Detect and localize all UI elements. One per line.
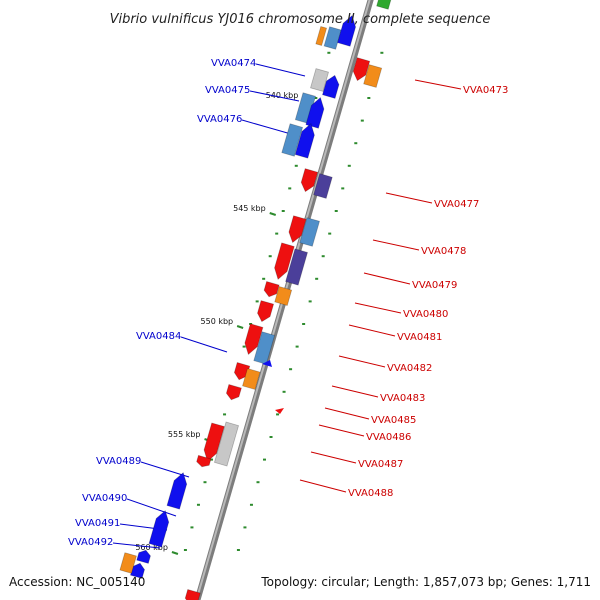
major-tick (171, 551, 179, 555)
gene-label-vva0480[interactable]: VVA0480 (403, 309, 448, 320)
leader-line-left (255, 63, 306, 77)
gene-label-vva0489[interactable]: VVA0489 (96, 456, 141, 467)
reverse-gene-arrow (275, 408, 284, 414)
reverse-gene-arrow (225, 383, 242, 401)
reverse-gene-arrow (300, 168, 319, 193)
cds-box (323, 26, 342, 50)
tick-label: 545 kbp (233, 204, 266, 213)
cds-box (299, 217, 320, 247)
gene-label-vva0473[interactable]: VVA0473 (463, 85, 508, 96)
reverse-gene-arrow (274, 242, 295, 281)
forward-gene-arrow (148, 509, 170, 548)
leader-line-left (180, 336, 228, 353)
forward-gene-arrow (166, 471, 188, 510)
label-leader-lines (112, 63, 462, 549)
gene-features (119, 0, 395, 600)
cds-box (315, 26, 328, 46)
leader-line-right (385, 192, 433, 204)
leader-line-right (348, 324, 396, 337)
leader-line-right (372, 239, 420, 251)
reverse-gene-arrow (244, 323, 264, 356)
major-tick (236, 325, 244, 329)
gene-label-vva0481[interactable]: VVA0481 (397, 332, 442, 343)
map-title: Vibrio vulnificus YJ016 chromosome II, c… (110, 12, 491, 27)
forward-gene-arrow (305, 96, 325, 129)
cds-box (363, 64, 383, 88)
leader-line-right (354, 302, 402, 314)
cds-box (242, 368, 261, 390)
tick-label: 550 kbp (201, 317, 234, 326)
gene-labels: VVA0474 VVA0475 VVA0476 VVA0484 VVA0489 VVA04… (68, 58, 508, 548)
leader-line-right (414, 79, 462, 90)
reverse-gene-arrow (288, 215, 307, 244)
accession-text: Accession: NC_005140 (9, 575, 145, 589)
forward-gene-arrow (322, 74, 340, 99)
forward-gene-arrow (294, 122, 315, 159)
leader-line-left (241, 119, 292, 135)
reverse-gene-arrow (257, 300, 275, 323)
gene-label-vva0492[interactable]: VVA0492 (68, 537, 113, 548)
leader-line-left (112, 542, 161, 549)
reverse-gene-arrow (352, 57, 371, 82)
cds-box (253, 331, 276, 365)
cds-box (213, 421, 240, 467)
summary-text: Topology: circular; Length: 1,857,073 bp… (260, 575, 591, 589)
gene-label-vva0476[interactable]: VVA0476 (197, 114, 242, 125)
reverse-gene-arrow (184, 588, 201, 600)
leader-line-right (363, 272, 411, 285)
cds-box (285, 248, 308, 286)
gene-label-vva0475[interactable]: VVA0475 (205, 85, 250, 96)
reverse-gene-arrow (196, 454, 212, 468)
forward-gene-arrow (136, 549, 151, 564)
gene-label-vva0479[interactable]: VVA0479 (412, 280, 457, 291)
gene-label-vva0474[interactable]: VVA0474 (211, 58, 256, 69)
leader-line-left (140, 461, 190, 478)
gene-label-vva0487[interactable]: VVA0487 (358, 459, 403, 470)
cds-box (119, 552, 137, 574)
gene-label-vva0488[interactable]: VVA0488 (348, 488, 393, 499)
cds-box (274, 286, 293, 306)
gene-label-vva0482[interactable]: VVA0482 (387, 363, 432, 374)
gene-label-vva0485[interactable]: VVA0485 (371, 415, 416, 426)
forward-gene-arrow (337, 14, 356, 47)
tick-label: 555 kbp (168, 430, 201, 439)
leader-line-right (338, 355, 386, 368)
cds-box (313, 173, 333, 199)
gene-label-vva0483[interactable]: VVA0483 (380, 393, 425, 404)
gene-label-vva0486[interactable]: VVA0486 (366, 432, 411, 443)
gene-label-vva0478[interactable]: VVA0478 (421, 246, 466, 257)
cds-box (310, 68, 330, 92)
leader-line-right (324, 407, 370, 420)
forward-gene-arrow (262, 360, 272, 367)
cds-box (281, 123, 304, 157)
cds-box (376, 0, 395, 10)
leader-line-right (299, 479, 347, 493)
reverse-gene-arrow (203, 422, 225, 462)
leader-line-right (331, 385, 379, 398)
gene-label-vva0491[interactable]: VVA0491 (75, 518, 120, 529)
gene-label-vva0484[interactable]: VVA0484 (136, 331, 181, 342)
leader-line-right (318, 424, 365, 437)
leader-line-left (249, 90, 300, 102)
reverse-gene-arrow (263, 280, 280, 298)
leader-line-left (126, 498, 177, 517)
gene-label-vva0477[interactable]: VVA0477 (434, 199, 479, 210)
gene-label-vva0490[interactable]: VVA0490 (82, 493, 127, 504)
tick-marks (171, 51, 384, 555)
leader-line-right (310, 451, 357, 464)
major-tick (269, 212, 277, 216)
tick-label: 540 kbp (266, 91, 299, 100)
